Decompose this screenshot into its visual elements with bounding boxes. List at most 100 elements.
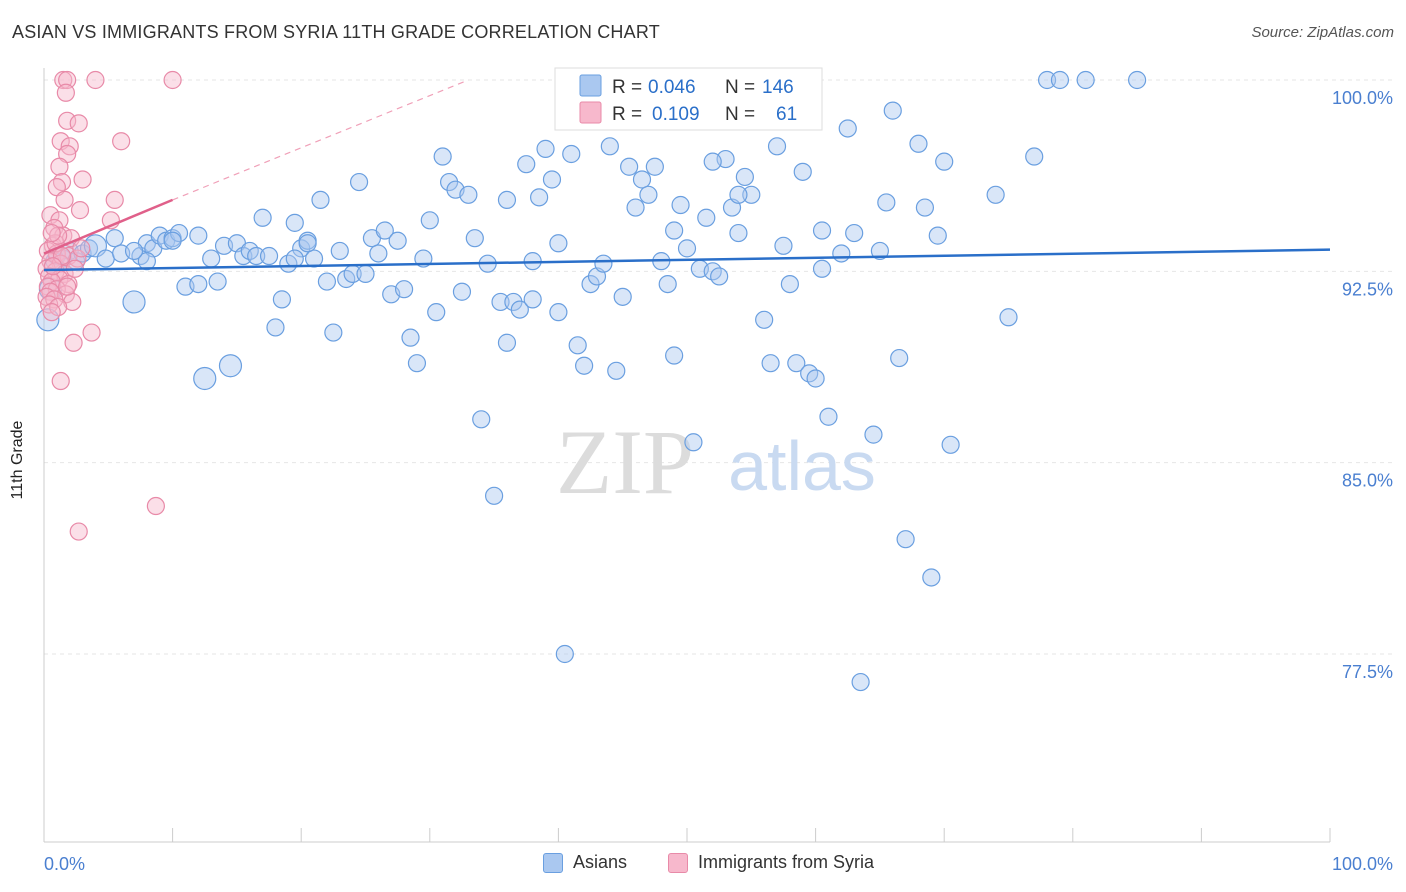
asians-point-50 — [369, 244, 388, 263]
asians-point-131 — [915, 198, 935, 217]
asians-point-24 — [202, 249, 221, 268]
asians-point-144 — [189, 274, 208, 294]
asians-point-69 — [491, 292, 510, 312]
legend-swatch-asians — [579, 74, 602, 97]
asians-point-80 — [562, 144, 581, 164]
asians-point-27 — [218, 354, 243, 378]
asians-point-93 — [645, 157, 664, 176]
syria-trend-extension — [172, 79, 469, 201]
asians-point-135 — [941, 435, 960, 454]
asians-point-60 — [433, 147, 452, 166]
syria-points — [37, 70, 182, 541]
legend-swatch-syria — [579, 101, 602, 124]
trend-lines — [43, 79, 1331, 272]
chart-source: Source: ZipAtlas.com — [1251, 24, 1394, 41]
asians-point-117 — [806, 369, 825, 388]
legend-r-value-1: 0.109 — [652, 104, 700, 125]
asians-point-139 — [1037, 70, 1057, 90]
syria-point-11 — [50, 157, 69, 176]
asians-point-81 — [568, 336, 587, 355]
asians-point-95 — [658, 274, 677, 294]
asians-point-141 — [1076, 70, 1095, 90]
asians-point-43 — [324, 323, 343, 342]
legend-r-label-0: R = — [612, 77, 642, 98]
asians-point-111 — [767, 137, 787, 156]
asians-point-129 — [896, 530, 915, 549]
syria-trend-line — [43, 198, 174, 255]
asians-point-130 — [909, 134, 928, 153]
asians-point-89 — [620, 157, 639, 176]
syria-point-17 — [70, 201, 90, 220]
asians-point-121 — [838, 119, 857, 138]
asians-point-120 — [832, 244, 851, 263]
syria-point-56 — [43, 257, 63, 276]
asians-point-42 — [317, 272, 337, 291]
asians-point-113 — [780, 274, 799, 294]
legend-r-value-0: 0.046 — [648, 77, 696, 98]
asians-point-85 — [594, 254, 613, 273]
syria-point-59 — [58, 277, 77, 296]
syria-point-60 — [42, 223, 61, 243]
asians-points — [36, 70, 1147, 692]
asians-point-119 — [819, 407, 838, 426]
asians-point-74 — [523, 290, 542, 309]
syria-point-2 — [86, 70, 105, 90]
asians-point-78 — [549, 234, 568, 253]
syria-point-51 — [146, 496, 165, 516]
asians-point-54 — [394, 280, 414, 299]
asians-point-63 — [452, 282, 472, 301]
syria-point-5 — [58, 111, 77, 130]
asians-point-66 — [472, 410, 491, 429]
asians-point-92 — [639, 185, 658, 204]
asians-point-70 — [497, 190, 517, 210]
y-tick-label-0: 100.0% — [1332, 88, 1393, 108]
asians-point-136 — [986, 185, 1005, 204]
legend-n-value-0: 146 — [762, 77, 794, 98]
asians-point-133 — [928, 226, 947, 245]
asians-point-138 — [1025, 147, 1044, 166]
syria-point-6 — [69, 114, 88, 133]
syria-point-58 — [72, 239, 91, 258]
asians-point-82 — [575, 356, 594, 375]
chart-title: ASIAN VS IMMIGRANTS FROM SYRIA 11TH GRAD… — [12, 22, 660, 42]
asians-point-99 — [684, 433, 703, 452]
legend-n-value-1: 61 — [776, 104, 797, 125]
syria-point-49 — [64, 333, 83, 352]
asians-point-76 — [536, 139, 555, 158]
axes — [43, 68, 1331, 843]
asians-point-142 — [1127, 70, 1147, 90]
asians-point-64 — [459, 185, 478, 204]
syria-point-16 — [105, 190, 124, 210]
asians-point-106 — [729, 223, 748, 243]
syria-point-15 — [55, 190, 74, 210]
x-tick-label-0: 0.0% — [44, 854, 85, 874]
legend-item-asians[interactable]: Asians — [543, 852, 627, 873]
asians-point-147 — [163, 231, 182, 250]
syria-point-12 — [73, 170, 92, 189]
asians-point-132 — [922, 568, 941, 587]
series-legend: Asians Immigrants from Syria — [0, 852, 1406, 876]
asians-point-115 — [793, 162, 812, 181]
asians-point-31 — [247, 246, 266, 266]
asians-point-65 — [465, 229, 484, 248]
asians-point-59 — [427, 303, 446, 322]
asians-point-35 — [272, 290, 292, 309]
watermark-zip: ZIP — [556, 411, 694, 513]
asians-point-155 — [703, 152, 722, 171]
legend-item-syria[interactable]: Immigrants from Syria — [668, 852, 874, 873]
asians-point-48 — [356, 264, 375, 283]
syria-point-8 — [112, 132, 131, 151]
asians-point-88 — [613, 287, 632, 306]
asians-point-140 — [1050, 70, 1070, 90]
syria-point-3 — [163, 70, 182, 90]
syria-point-47 — [42, 303, 61, 322]
x-tick-labels: 0.0% 100.0% — [44, 854, 1393, 874]
asians-point-77 — [542, 170, 562, 189]
asians-trend-line — [43, 248, 1331, 272]
legend-n-label-1: N = — [725, 104, 755, 125]
legend-swatch-asians-bottom — [543, 852, 563, 873]
asians-point-44 — [330, 241, 349, 261]
asians-point-110 — [761, 354, 780, 373]
syria-point-48 — [82, 323, 101, 342]
asians-point-40 — [304, 249, 324, 268]
